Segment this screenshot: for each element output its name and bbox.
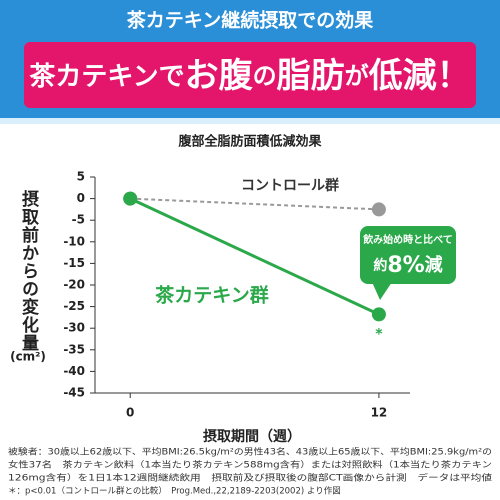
footnote-line: ＊：p<0.01（コントロール群との比較） Prog.Med.,22,2189-… bbox=[8, 486, 341, 497]
y-tick-label: -5 bbox=[72, 213, 85, 227]
y-axis-unit: (cm²) bbox=[10, 350, 46, 364]
footnote-line: 女性37名 茶カテキン飲料（1本当たり茶カテキン588mg含有）または対照飲料（… bbox=[8, 460, 492, 471]
series-label: コントロール群 bbox=[241, 177, 339, 194]
x-tick-label: 12 bbox=[371, 406, 388, 420]
x-axis-label: 摂取期間（週） bbox=[203, 428, 301, 445]
y-tick-label: -15 bbox=[63, 256, 85, 270]
y-tick-label: -45 bbox=[63, 386, 85, 400]
banner-text: 茶カテキンでお腹の脂肪が低減！ bbox=[29, 56, 470, 96]
x-tick-label: 0 bbox=[126, 406, 134, 420]
y-tick-label: 5 bbox=[77, 170, 85, 184]
banner-part: 低減！ bbox=[369, 56, 471, 96]
callout-part: 8% bbox=[387, 253, 424, 278]
banner bbox=[24, 42, 476, 108]
data-point bbox=[123, 191, 138, 206]
banner-part: お腹 bbox=[185, 56, 254, 96]
y-tick-label: 0 bbox=[77, 191, 85, 205]
callout-box bbox=[360, 226, 456, 284]
data-point bbox=[371, 307, 386, 322]
chart-title: 腹部全脂肪面積低減効果 bbox=[178, 134, 321, 150]
y-tick-label: -30 bbox=[63, 321, 85, 335]
y-tick-label: -20 bbox=[63, 278, 85, 292]
callout-part: 約 bbox=[373, 257, 387, 274]
y-axis-label: 摂取前からの変化量 bbox=[18, 189, 39, 352]
y-tick-label: -40 bbox=[63, 364, 85, 378]
y-tick-label: -35 bbox=[63, 342, 85, 356]
callout-value: 約8%減 bbox=[373, 253, 442, 278]
banner-part: が bbox=[345, 62, 369, 90]
callout-text: 飲み始め時と比べて bbox=[362, 233, 453, 246]
significance-mark: * bbox=[375, 326, 383, 342]
header-shadow bbox=[0, 118, 500, 124]
banner-part: 茶カテキンで bbox=[29, 62, 184, 92]
y-tick-label: -25 bbox=[63, 299, 85, 313]
callout-pointer bbox=[372, 282, 392, 300]
series-line bbox=[129, 197, 380, 316]
data-point bbox=[371, 202, 386, 217]
series-label: 茶カテキン群 bbox=[155, 284, 268, 307]
footnote-line: 126mg含有）を1日1本12週間継続飲用 摂取前及び摂取後の腹部CT画像から計… bbox=[8, 473, 493, 484]
callout-part: 減 bbox=[425, 254, 443, 276]
y-tick-label: -10 bbox=[63, 234, 85, 248]
header-title: 茶カテキン継続摂取での効果 bbox=[127, 9, 373, 32]
banner-part: の bbox=[253, 62, 277, 90]
footnote-line: 被験者：30歳以上62歳以下、平均BMI:26.5kg/m²の男性43名、43歳… bbox=[8, 447, 492, 458]
banner-part: 脂肪 bbox=[277, 56, 345, 96]
